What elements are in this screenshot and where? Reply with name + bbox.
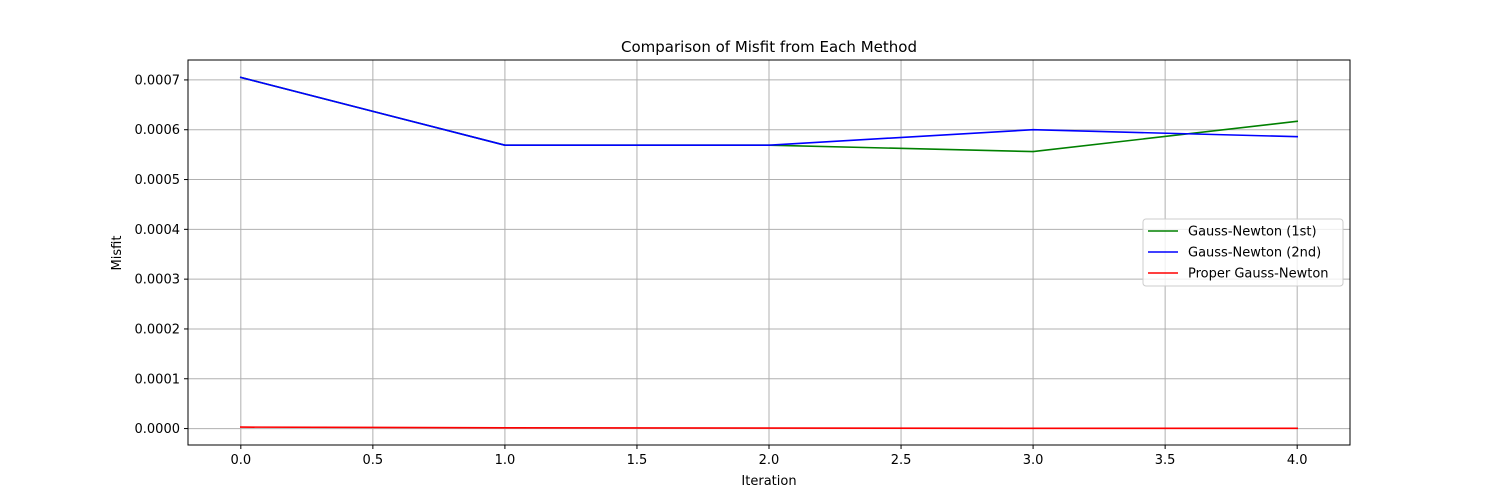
x-tick-label: 0.0 [230, 453, 251, 468]
legend: Gauss-Newton (1st) Gauss-Newton (2nd) Prop… [1142, 218, 1344, 287]
y-tick-label: 0.0005 [135, 173, 181, 188]
series-line-2 [239, 76, 1299, 146]
y-tick-label: 0.0002 [135, 322, 181, 337]
chart-title: Comparison of Misfit from Each Method [621, 38, 917, 56]
legend-label: Gauss-Newton (2nd) [1188, 246, 1321, 261]
series-line-3 [239, 426, 1298, 430]
x-tick-label: 2.0 [759, 453, 780, 468]
legend-box [1142, 218, 1344, 287]
y-tick-label: 0.0003 [135, 273, 181, 288]
x-tick-label: 2.5 [891, 453, 912, 468]
y-tick-label: 0.0007 [135, 73, 181, 88]
x-tick-label: 3.0 [1023, 453, 1044, 468]
legend-label: Proper Gauss-Newton [1188, 267, 1329, 282]
x-axis-label: Iteration [741, 474, 796, 489]
y-tick-label: 0.0006 [135, 123, 181, 138]
y-tick-label: 0.0004 [135, 223, 181, 238]
axis-ticks: 0.0 0.5 1.0 1.5 2.0 2.5 3.0 3.5 4.0 0.0000 0.0001 0… [135, 73, 1308, 468]
legend-label: Gauss-Newton (1st) [1188, 225, 1317, 240]
x-tick-label: 0.5 [363, 453, 384, 468]
x-tick-label: 1.0 [495, 453, 516, 468]
y-tick-label: 0.0000 [135, 422, 181, 437]
y-axis-label: Misfit [110, 236, 125, 271]
x-tick-label: 1.5 [627, 453, 648, 468]
y-tick-label: 0.0001 [135, 372, 181, 387]
x-tick-label: 4.0 [1287, 453, 1308, 468]
series-lines [239, 76, 1299, 430]
x-tick-label: 3.5 [1155, 453, 1176, 468]
